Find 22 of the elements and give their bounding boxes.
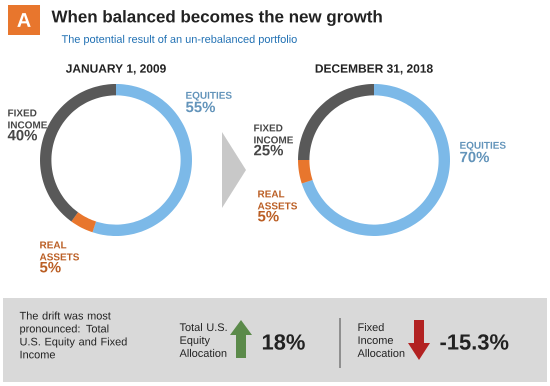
slice-label: FIXED INCOME <box>8 110 47 128</box>
text: Total U.S. Equity Allocation <box>180 323 227 357</box>
text: The drift was most pronounced: Total U.S. Equity and Fixed Income <box>20 312 127 358</box>
text: 18% <box>262 334 305 350</box>
data-label: 70% <box>460 152 490 162</box>
text: A <box>17 13 31 27</box>
data-label: 5% <box>258 210 279 222</box>
chart-title: JANUARY 1, 2009 <box>66 64 166 74</box>
text: -15.3% <box>440 334 508 350</box>
chart-title: DECEMBER 31, 2018 <box>316 64 433 74</box>
slice-label: EQUITIES <box>186 92 232 101</box>
data-label: 25% <box>254 144 284 156</box>
text: Fixed Income Allocation <box>358 323 404 357</box>
text: The potential result of an un-rebalanced portfolio <box>62 34 297 46</box>
slice-label: REAL ASSETS <box>40 242 80 260</box>
text: When balanced becomes the new growth <box>52 10 382 26</box>
data-label: 55% <box>186 102 216 112</box>
slice-label: FIXED INCOME <box>254 124 293 144</box>
data-label: 5% <box>40 262 61 272</box>
slice-label: EQUITIES <box>460 142 506 151</box>
slice-label: REAL ASSETS <box>258 190 298 210</box>
data-label: 40% <box>8 130 38 140</box>
